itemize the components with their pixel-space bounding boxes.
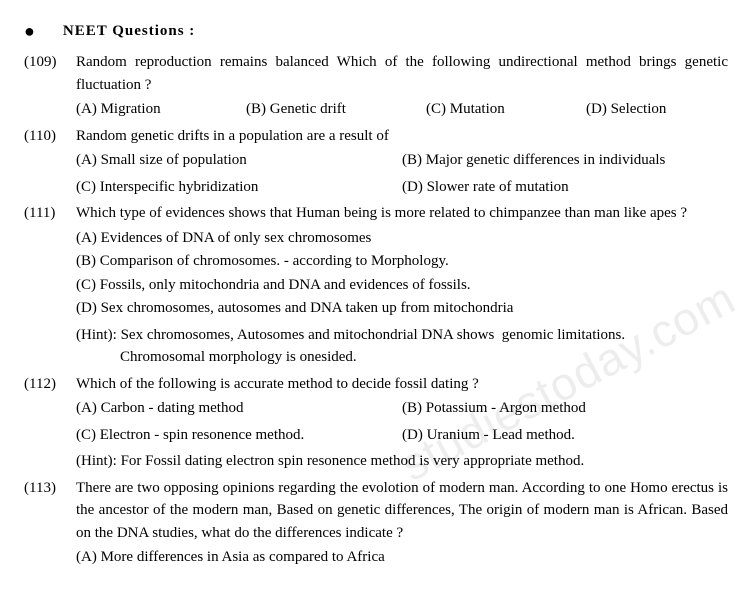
options-row: (A) Carbon - dating method (B) Potassium… (76, 397, 728, 420)
hint-line2: Chromosomal morphology is onesided. (76, 349, 357, 365)
options-row: (A) Small size of population (B) Major g… (76, 149, 728, 172)
option-a: (A) More differences in Asia as compared… (76, 546, 728, 569)
options-row: (C) Interspecific hybridization (D) Slow… (76, 176, 728, 199)
question: (111) Which type of evidences shows that… (24, 202, 728, 225)
option-a: (A) Evidences of DNA of only sex chromos… (76, 227, 728, 250)
option-c: (C) Interspecific hybridization (76, 176, 402, 199)
question-text: Random genetic drifts in a population ar… (76, 125, 728, 148)
option-b: (B) Potassium - Argon method (402, 397, 728, 420)
question-number: (111) (24, 202, 76, 225)
options-block: (A) More differences in Asia as compared… (76, 546, 728, 569)
section-header: ● NEET Questions : (24, 18, 728, 45)
option-b: (B) Major genetic differences in individ… (402, 149, 728, 172)
option-b: (B) Comparison of chromosomes. - accordi… (76, 250, 728, 273)
header-title: NEET Questions : (63, 20, 195, 43)
question: (112) Which of the following is accurate… (24, 373, 728, 396)
question-text: There are two opposing opinions regardin… (76, 477, 728, 545)
question: (110) Random genetic drifts in a populat… (24, 125, 728, 148)
question-number: (112) (24, 373, 76, 396)
option-d: (D) Slower rate of mutation (402, 176, 728, 199)
question: (109) Random reproduction remains balanc… (24, 51, 728, 96)
question-number: (110) (24, 125, 76, 148)
question-text: Random reproduction remains balanced Whi… (76, 51, 728, 96)
option-c: (C) Fossils, only mitochondria and DNA a… (76, 274, 728, 297)
option-a: (A) Carbon - dating method (76, 397, 402, 420)
option-c: (C) Mutation (426, 98, 586, 121)
option-a: (A) Migration (76, 98, 246, 121)
hint-line1: (Hint): Sex chromosomes, Autosomes and m… (76, 327, 625, 343)
question-text: Which type of evidences shows that Human… (76, 202, 728, 225)
bullet-icon: ● (24, 18, 35, 45)
options-block: (A) Evidences of DNA of only sex chromos… (76, 227, 728, 320)
hint-text: (Hint): Sex chromosomes, Autosomes and m… (76, 324, 728, 369)
option-d: (D) Uranium - Lead method. (402, 424, 728, 447)
options-row: (C) Electron - spin resonence method. (D… (76, 424, 728, 447)
question-text: Which of the following is accurate metho… (76, 373, 728, 396)
option-d: (D) Sex chromosomes, autosomes and DNA t… (76, 297, 728, 320)
option-b: (B) Genetic drift (246, 98, 426, 121)
question: (113) There are two opposing opinions re… (24, 477, 728, 545)
option-c: (C) Electron - spin resonence method. (76, 424, 402, 447)
question-number: (109) (24, 51, 76, 96)
option-a: (A) Small size of population (76, 149, 402, 172)
hint-text: (Hint): For Fossil dating electron spin … (76, 450, 728, 473)
question-number: (113) (24, 477, 76, 545)
options-row: (A) Migration (B) Genetic drift (C) Muta… (76, 98, 728, 121)
option-d: (D) Selection (586, 98, 666, 121)
